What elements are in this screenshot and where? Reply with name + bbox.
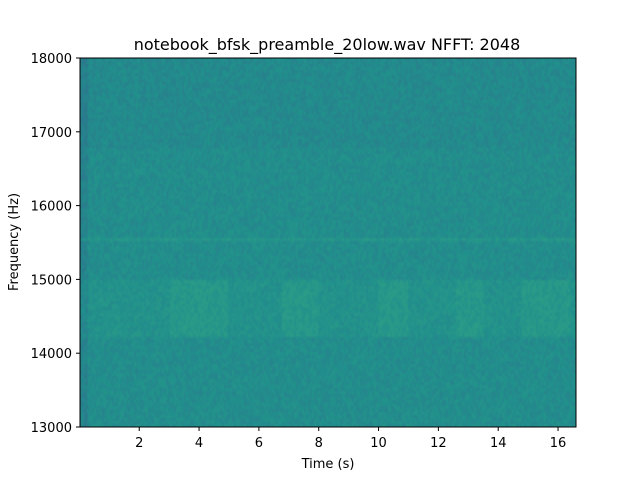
y-tick-label: 14000: [31, 347, 72, 362]
x-tick-label: 2: [135, 436, 143, 451]
x-tick-label: 6: [255, 436, 263, 451]
x-axis-label: Time (s): [301, 457, 355, 472]
x-tick-label: 16: [550, 436, 567, 451]
y-tick-label: 16000: [31, 200, 72, 215]
x-tick-label: 12: [430, 436, 447, 451]
y-tick-label: 18000: [31, 52, 72, 67]
plot-frame: [79, 57, 577, 428]
x-tick-label: 4: [195, 436, 203, 451]
y-axis: 13000 14000 15000 16000 17000 18000: [31, 52, 80, 436]
x-tick-label: 14: [490, 436, 507, 451]
plot-area: [80, 58, 576, 427]
y-tick-label: 17000: [31, 126, 72, 141]
chart-title: notebook_bfsk_preamble_20low.wav NFFT: 2…: [134, 35, 521, 55]
spectrogram-image: [80, 58, 576, 427]
x-tick-label: 10: [370, 436, 387, 451]
x-tick-label: 8: [315, 436, 323, 451]
x-axis: 2 4 6 8 10 12 14 16: [135, 427, 566, 451]
y-axis-label: Frequency (Hz): [7, 193, 22, 291]
y-tick-label: 15000: [31, 273, 72, 288]
y-tick-label: 13000: [31, 421, 72, 436]
